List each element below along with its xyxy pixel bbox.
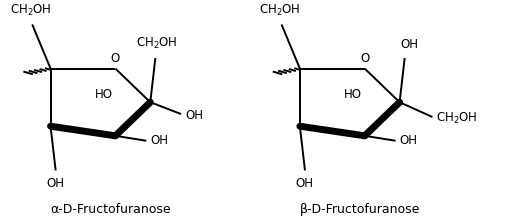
Text: O: O: [360, 52, 369, 65]
Text: CH$_2$OH: CH$_2$OH: [436, 111, 478, 126]
Text: HO: HO: [344, 88, 362, 101]
Text: CH$_2$OH: CH$_2$OH: [259, 3, 301, 18]
Text: HO: HO: [94, 88, 113, 101]
Text: OH: OH: [150, 134, 168, 147]
Text: OH: OH: [296, 177, 314, 190]
Text: α-D-Fructofuranose: α-D-Fructofuranose: [50, 203, 171, 216]
Text: OH: OH: [185, 109, 203, 122]
Text: OH: OH: [399, 134, 418, 147]
Text: CH$_2$OH: CH$_2$OH: [10, 3, 52, 18]
Text: O: O: [111, 52, 120, 65]
Text: β-D-Fructofuranose: β-D-Fructofuranose: [299, 203, 420, 216]
Text: OH: OH: [400, 38, 419, 51]
Text: OH: OH: [46, 177, 65, 190]
Text: CH$_2$OH: CH$_2$OH: [136, 36, 178, 51]
